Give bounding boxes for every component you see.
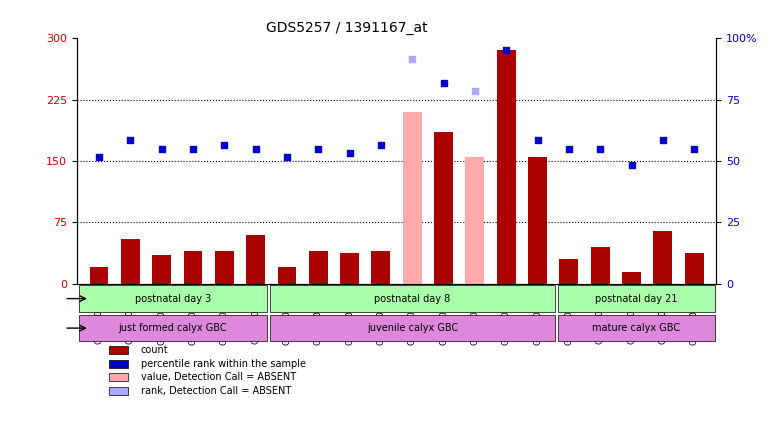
Point: [249, 145, 262, 152]
Point: [92, 154, 105, 160]
Bar: [434, 132, 453, 284]
Bar: [685, 253, 704, 284]
Bar: [215, 251, 233, 284]
FancyBboxPatch shape: [79, 315, 267, 341]
Bar: [340, 253, 359, 284]
FancyBboxPatch shape: [558, 315, 715, 341]
Point: [156, 145, 168, 152]
Bar: [109, 346, 128, 354]
FancyBboxPatch shape: [558, 286, 715, 312]
Text: juvenile calyx GBC: juvenile calyx GBC: [367, 323, 458, 333]
Bar: [528, 157, 547, 284]
Bar: [121, 239, 139, 284]
Point: [563, 145, 575, 152]
Point: [469, 88, 481, 95]
Point: [375, 141, 387, 148]
Bar: [466, 157, 484, 284]
Point: [406, 55, 418, 62]
Point: [437, 80, 450, 87]
Bar: [591, 247, 610, 284]
Text: value, Detection Call = ABSENT: value, Detection Call = ABSENT: [141, 372, 296, 382]
Point: [312, 145, 324, 152]
Bar: [560, 259, 578, 284]
Text: rank, Detection Call = ABSENT: rank, Detection Call = ABSENT: [141, 386, 291, 396]
Point: [124, 137, 136, 144]
Bar: [403, 112, 422, 284]
Text: just formed calyx GBC: just formed calyx GBC: [119, 323, 227, 333]
Bar: [109, 373, 128, 382]
Bar: [183, 251, 203, 284]
Bar: [246, 235, 265, 284]
Point: [187, 145, 199, 152]
Bar: [277, 267, 296, 284]
Text: mature calyx GBC: mature calyx GBC: [592, 323, 680, 333]
Bar: [622, 272, 641, 284]
Text: count: count: [141, 345, 169, 355]
Text: GDS5257 / 1391167_at: GDS5257 / 1391167_at: [266, 21, 427, 35]
Point: [657, 137, 669, 144]
Bar: [109, 360, 128, 368]
Bar: [152, 255, 171, 284]
Bar: [371, 251, 390, 284]
FancyBboxPatch shape: [270, 286, 554, 312]
Bar: [309, 251, 327, 284]
FancyBboxPatch shape: [270, 315, 554, 341]
Bar: [89, 267, 109, 284]
Bar: [497, 50, 516, 284]
Point: [625, 162, 638, 168]
Point: [688, 145, 701, 152]
Bar: [109, 387, 128, 395]
Point: [343, 149, 356, 156]
Point: [531, 137, 544, 144]
FancyBboxPatch shape: [79, 286, 267, 312]
Text: percentile rank within the sample: percentile rank within the sample: [141, 359, 306, 369]
Text: postnatal day 8: postnatal day 8: [374, 294, 450, 304]
Text: postnatal day 3: postnatal day 3: [135, 294, 211, 304]
Point: [500, 47, 512, 54]
Bar: [654, 231, 672, 284]
Point: [594, 145, 606, 152]
Text: postnatal day 21: postnatal day 21: [595, 294, 678, 304]
Point: [218, 141, 230, 148]
Point: [281, 154, 293, 160]
